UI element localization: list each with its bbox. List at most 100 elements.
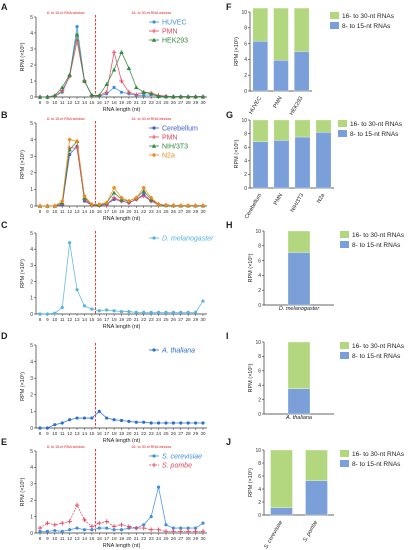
data-point xyxy=(105,416,109,420)
data-point xyxy=(149,421,153,425)
x-tick-label: 12 xyxy=(67,209,73,214)
x-tick-label: 17 xyxy=(104,431,110,436)
legend-label: 16- to 30-nt RNAs xyxy=(352,232,405,239)
data-point xyxy=(156,202,161,207)
x-tick-label: 28 xyxy=(186,317,192,322)
x-tick-label: 14 xyxy=(82,317,88,322)
x-tick-label: 20 xyxy=(126,317,132,322)
data-point xyxy=(185,203,191,208)
y-tick-label: 4 xyxy=(30,137,33,143)
bar-segment xyxy=(287,388,311,415)
legend-swatch xyxy=(340,231,349,238)
data-point xyxy=(156,527,161,532)
legend-label: 16- to 30-nt RNAs xyxy=(342,13,395,20)
axes xyxy=(35,123,207,207)
x-tick-label: 18 xyxy=(112,209,118,214)
x-tick-label: 26 xyxy=(171,209,177,214)
y-tick-label: 4 xyxy=(30,31,33,37)
bar-segment xyxy=(294,51,310,92)
data-point xyxy=(82,528,87,532)
x-tick-label: 20 xyxy=(126,536,132,541)
x-tick-label: 23 xyxy=(149,209,155,214)
x-tick-label: 25 xyxy=(163,317,169,322)
data-point xyxy=(156,310,161,314)
x-tick-label: 16 xyxy=(97,317,103,322)
y-tick-label: 5 xyxy=(30,343,33,349)
legend-swatch xyxy=(338,130,347,137)
x-tick-label: 27 xyxy=(178,317,184,322)
x-tick-label: 21 xyxy=(134,431,140,436)
window-right-label: 16- to 30-nt RNA window xyxy=(131,445,171,449)
category-label: NIH/3T3 xyxy=(290,193,305,214)
y-tick-label: 1 xyxy=(30,514,33,520)
window-left-label: 8- to 15-nt RNA window xyxy=(47,11,85,15)
y-tick-label: 3 xyxy=(30,154,33,160)
legend-label: S. pombe xyxy=(162,462,192,469)
data-point xyxy=(200,529,206,534)
data-point xyxy=(45,312,50,316)
data-point xyxy=(171,529,176,534)
bar-panel-G: G 0 2 4 6 8 10 RPM (×10⁵) Cerebellum PMN NIH/3T3 N2… xyxy=(226,110,403,220)
y-tick-label: 4 xyxy=(30,247,33,253)
y-tick-label: 10 xyxy=(255,340,261,346)
data-point xyxy=(111,195,117,200)
data-point xyxy=(201,299,205,303)
category-label: HEK293 xyxy=(289,96,304,117)
data-point xyxy=(97,409,101,413)
bar-segment xyxy=(252,141,269,189)
y-axis-label: RPM (×10⁵) xyxy=(247,363,254,392)
data-point xyxy=(60,529,64,533)
x-tick-label: 23 xyxy=(149,100,155,105)
x-tick-label: 14 xyxy=(82,209,88,214)
y-tick-label: 2 xyxy=(244,172,247,178)
x-axis-label: RNA length (nt) xyxy=(103,543,141,549)
x-tick-label: 23 xyxy=(149,536,155,541)
panel-letter: F xyxy=(226,2,232,12)
data-point xyxy=(142,523,146,527)
category-label: S. pombe xyxy=(302,520,319,543)
x-tick-label: 17 xyxy=(104,536,110,541)
category-label: A. thaliana xyxy=(285,415,312,421)
data-point xyxy=(82,78,87,83)
legend-swatch xyxy=(330,12,339,19)
data-point xyxy=(111,185,117,190)
legend-marker xyxy=(152,20,156,24)
x-axis-label: RNA length (nt) xyxy=(103,324,141,330)
x-tick-label: 21 xyxy=(134,100,140,105)
legend-marker xyxy=(151,28,157,34)
y-tick-label: 3 xyxy=(30,47,33,53)
data-point xyxy=(97,93,102,98)
data-point xyxy=(164,421,168,425)
panel-letter: H xyxy=(226,220,233,230)
data-point xyxy=(141,193,146,199)
data-point xyxy=(141,525,146,531)
category-label: PMN xyxy=(272,96,283,110)
x-tick-label: 9 xyxy=(46,536,49,541)
data-point xyxy=(45,94,50,99)
y-tick-label: 0 xyxy=(258,303,261,309)
panel-letter: I xyxy=(226,331,229,341)
y-tick-label: 4 xyxy=(258,487,261,493)
y-tick-label: 0 xyxy=(258,412,261,418)
x-tick-label: 13 xyxy=(74,317,80,322)
x-tick-label: 20 xyxy=(126,431,132,436)
bar-panel-F: F 0 2 4 6 8 10 RPM (×10⁵) HUVEC PMN HEK293 16- to 3… xyxy=(226,2,395,116)
x-tick-label: 22 xyxy=(141,536,147,541)
data-point xyxy=(186,421,190,425)
y-tick-label: 4 xyxy=(244,57,247,63)
legend-marker xyxy=(151,143,157,148)
data-point xyxy=(141,90,146,94)
data-point xyxy=(148,527,154,532)
x-tick-label: 11 xyxy=(60,536,65,541)
legend-label: N2a xyxy=(162,152,175,159)
data-point xyxy=(186,526,190,530)
y-axis-label: RPM (×10⁵) xyxy=(19,477,26,506)
x-tick-label: 9 xyxy=(46,431,49,436)
data-point xyxy=(179,421,183,425)
bar-segment xyxy=(294,136,311,189)
x-tick-label: 21 xyxy=(134,317,140,322)
x-tick-label: 24 xyxy=(156,317,162,322)
